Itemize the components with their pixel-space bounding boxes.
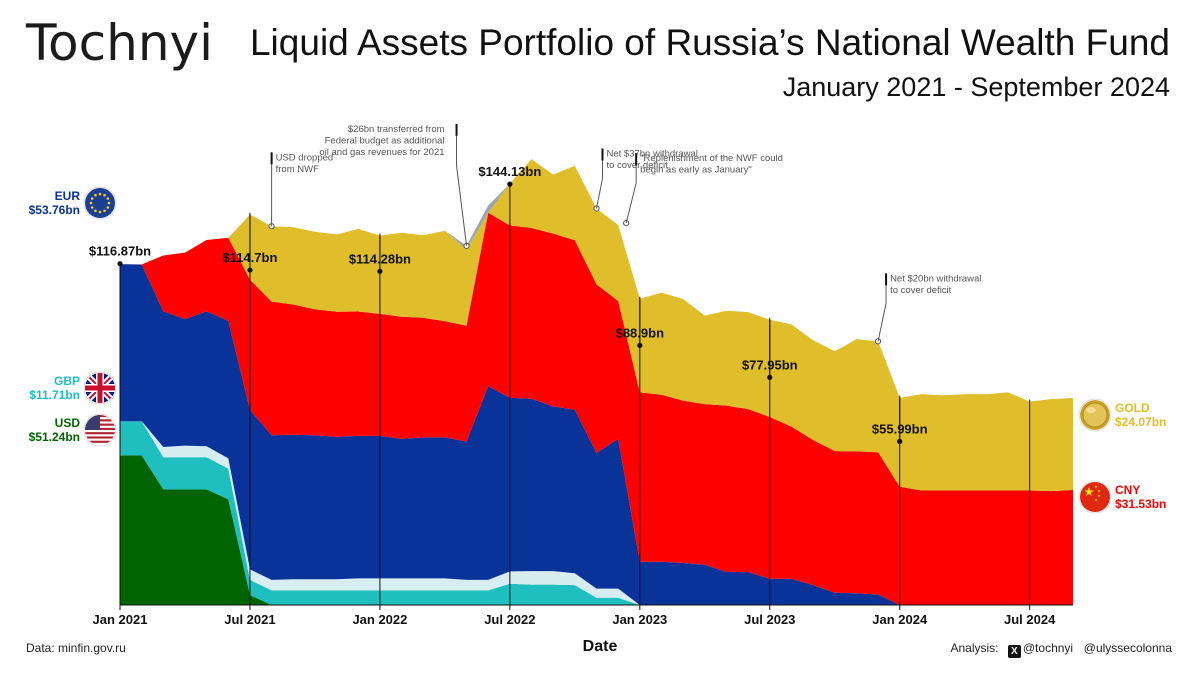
uk-flag-icon	[83, 371, 117, 405]
gold-coin-icon	[1078, 398, 1112, 432]
brand-logo-text: Tochnyi	[26, 14, 213, 72]
legend-name: EUR	[55, 189, 81, 203]
legend-value: $11.71bn	[29, 388, 80, 402]
x-tick-label: Jul 2022	[484, 612, 535, 627]
china-flag-icon	[1078, 480, 1112, 514]
eu-flag-icon	[83, 186, 117, 220]
point-marker	[637, 342, 643, 349]
annotation-text: "Replenishment of the NWF could	[640, 153, 783, 164]
annotation-text: Net $20bn withdrawal	[890, 273, 981, 284]
analysis-credit: Analysis: X @tochnyi @ulyssecolonna	[950, 641, 1172, 658]
x-tick-label: Jan 2022	[352, 612, 407, 627]
annotation-text: Net $37bn withdrawal	[607, 148, 698, 159]
point-marker	[897, 438, 903, 445]
x-tick-label: Jul 2024	[1004, 612, 1056, 627]
point-marker	[377, 268, 383, 274]
data-label: $116.87bn	[89, 244, 151, 259]
separator	[1076, 641, 1080, 654]
annotation-text: from NWF	[276, 164, 319, 175]
area-series-gold	[120, 159, 1073, 492]
chart-title: Liquid Assets Portfolio of Russia’s Nati…	[249, 22, 1170, 63]
legend-name: CNY	[1115, 483, 1140, 497]
x-logo-icon: X	[1007, 645, 1021, 658]
area-series-cny	[120, 212, 1073, 606]
x-axis-label: Date	[582, 638, 618, 655]
annotation-leader	[596, 158, 603, 209]
point-marker	[767, 374, 773, 380]
x-tick-label: Jul 2023	[744, 612, 795, 627]
point-marker	[117, 261, 123, 267]
brand-logo: Tochnyi	[26, 14, 213, 72]
us-flag-icon	[83, 413, 117, 447]
legend-value: $51.24bn	[29, 430, 80, 444]
point-marker	[507, 181, 513, 187]
chart-subtitle: January 2021 - September 2024	[782, 72, 1170, 102]
x-tick-label: Jan 2021	[93, 612, 148, 627]
data-label: $88.9bn	[616, 325, 664, 340]
data-source: Data: minfin.gov.ru	[26, 641, 126, 655]
handle-ulyssecolonna[interactable]: @ulyssecolonna	[1083, 641, 1172, 655]
x-tick-label: Jan 2023	[612, 612, 667, 627]
legend-value: $31.53bn	[1115, 497, 1166, 511]
area-series-usd	[120, 455, 1073, 605]
handle-tochnyi[interactable]: @tochnyi	[1022, 641, 1074, 655]
legend-name: GOLD	[1115, 401, 1150, 415]
analysis-label: Analysis:	[950, 641, 999, 655]
annotation-text: to cover deficit	[890, 285, 952, 296]
annotation-text: oil and gas revenues for 2021	[319, 147, 444, 158]
area-series-eur	[120, 264, 1073, 605]
data-label: $114.28bn	[349, 251, 411, 266]
data-label: $55.99bn	[872, 422, 928, 437]
legend-value: $53.76bn	[29, 203, 80, 217]
annotation-leader	[877, 283, 887, 342]
legend-name: GBP	[54, 374, 80, 388]
annotation-text: USD dropped	[276, 152, 334, 163]
annotation-text: $26bn transferred from	[348, 124, 445, 135]
data-label: $77.95bn	[742, 357, 798, 372]
annotation-leader	[625, 163, 637, 224]
annotation-text: Federal budget as additional	[325, 135, 445, 146]
annotation-leader	[456, 133, 468, 246]
point-marker	[247, 267, 253, 273]
data-label: $144.13bn	[478, 164, 541, 179]
legend-name: USD	[55, 416, 81, 430]
x-tick-label: Jul 2021	[224, 612, 275, 627]
x-tick-label: Jan 2024	[872, 612, 928, 627]
data-label: $114.7bn	[222, 250, 277, 265]
annotation-text: to cover deficit	[607, 160, 669, 171]
annotation-text: begin as early as January"	[640, 165, 752, 176]
legend-value: $24.07bn	[1115, 415, 1166, 429]
